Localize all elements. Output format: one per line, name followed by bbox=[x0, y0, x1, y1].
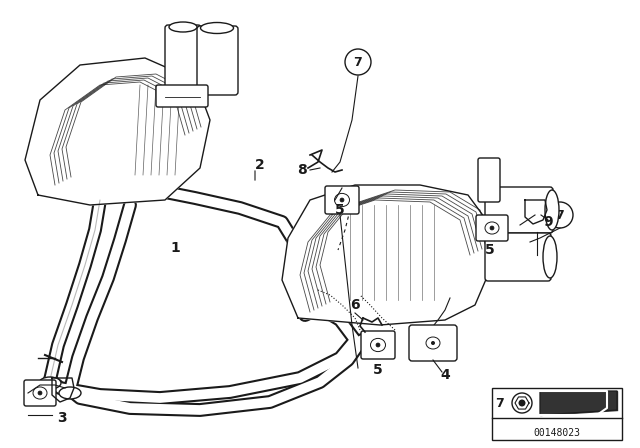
Ellipse shape bbox=[200, 22, 234, 34]
Text: 2: 2 bbox=[255, 158, 265, 172]
Ellipse shape bbox=[39, 377, 61, 389]
Circle shape bbox=[518, 400, 525, 406]
Ellipse shape bbox=[543, 236, 557, 278]
Text: 1: 1 bbox=[170, 241, 180, 255]
Text: 8: 8 bbox=[297, 163, 307, 177]
Circle shape bbox=[512, 393, 532, 413]
Text: 7: 7 bbox=[556, 208, 564, 221]
Ellipse shape bbox=[169, 22, 197, 32]
Polygon shape bbox=[540, 391, 617, 415]
Ellipse shape bbox=[340, 198, 344, 202]
Ellipse shape bbox=[490, 226, 494, 230]
FancyBboxPatch shape bbox=[165, 25, 201, 93]
Text: 3: 3 bbox=[57, 411, 67, 425]
Circle shape bbox=[437, 275, 463, 301]
FancyBboxPatch shape bbox=[492, 388, 622, 440]
Text: 7: 7 bbox=[495, 396, 504, 409]
FancyBboxPatch shape bbox=[325, 186, 359, 214]
Text: 5: 5 bbox=[373, 363, 383, 377]
Ellipse shape bbox=[545, 190, 559, 230]
Text: 7: 7 bbox=[354, 56, 362, 69]
Text: 9: 9 bbox=[543, 215, 553, 229]
Ellipse shape bbox=[376, 343, 380, 347]
FancyBboxPatch shape bbox=[197, 26, 238, 95]
Ellipse shape bbox=[59, 387, 81, 399]
FancyBboxPatch shape bbox=[478, 158, 500, 202]
Circle shape bbox=[345, 49, 371, 75]
FancyBboxPatch shape bbox=[476, 215, 508, 241]
FancyBboxPatch shape bbox=[156, 85, 208, 107]
Text: 7: 7 bbox=[445, 281, 454, 294]
Text: 4: 4 bbox=[440, 368, 450, 382]
Ellipse shape bbox=[38, 391, 42, 395]
Ellipse shape bbox=[431, 341, 435, 345]
FancyBboxPatch shape bbox=[485, 187, 553, 233]
Polygon shape bbox=[282, 185, 490, 325]
FancyBboxPatch shape bbox=[409, 325, 457, 361]
Text: 5: 5 bbox=[335, 203, 345, 217]
FancyBboxPatch shape bbox=[361, 331, 395, 359]
FancyBboxPatch shape bbox=[485, 233, 551, 281]
Polygon shape bbox=[25, 58, 210, 205]
Text: 6: 6 bbox=[350, 298, 360, 312]
Circle shape bbox=[547, 202, 573, 228]
Text: 00148023: 00148023 bbox=[534, 428, 580, 438]
Text: 5: 5 bbox=[485, 243, 495, 257]
FancyBboxPatch shape bbox=[24, 380, 56, 406]
